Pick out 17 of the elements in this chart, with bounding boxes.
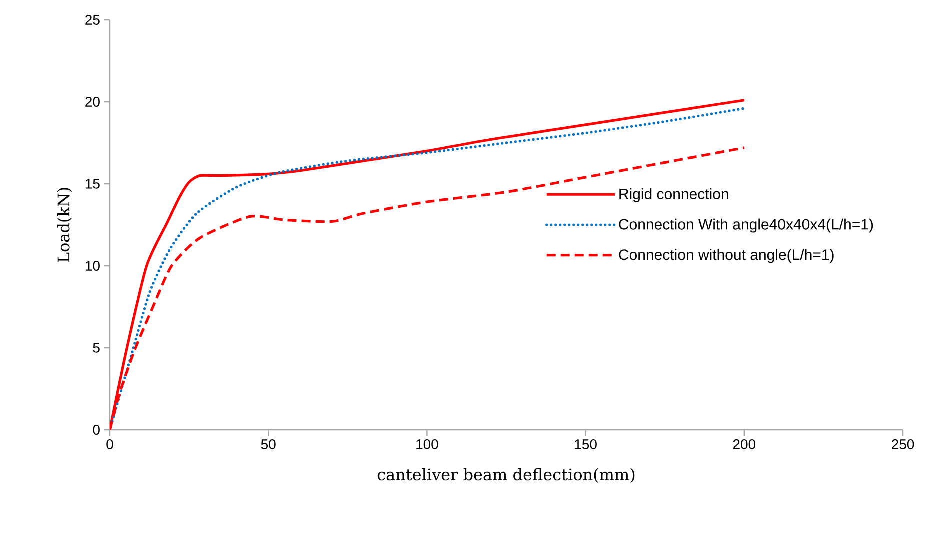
x-axis-title: canteliver beam deflection(mm)	[378, 468, 635, 483]
y-axis-title: Load(kN)	[57, 188, 72, 262]
y-tick-label: 0	[93, 425, 100, 435]
x-tick-label: 100	[416, 440, 438, 450]
y-tick-label: 10	[86, 261, 100, 271]
x-tick-label: 50	[261, 440, 276, 450]
y-tick-label: 5	[93, 343, 100, 353]
y-tick-label: 15	[86, 179, 100, 189]
x-tick-label: 0	[106, 440, 114, 450]
legend-label: Connection without angle(L/h=1)	[619, 249, 834, 264]
x-tick-label: 200	[733, 440, 756, 450]
y-tick-label: 20	[86, 97, 100, 107]
legend-label: Connection With angle40x40x4(L/h=1)	[619, 218, 874, 233]
x-tick-label: 250	[892, 440, 914, 450]
y-tick-label: 25	[86, 15, 100, 25]
legend-label: Rigid connection	[620, 188, 728, 202]
x-tick-label: 150	[575, 440, 597, 450]
